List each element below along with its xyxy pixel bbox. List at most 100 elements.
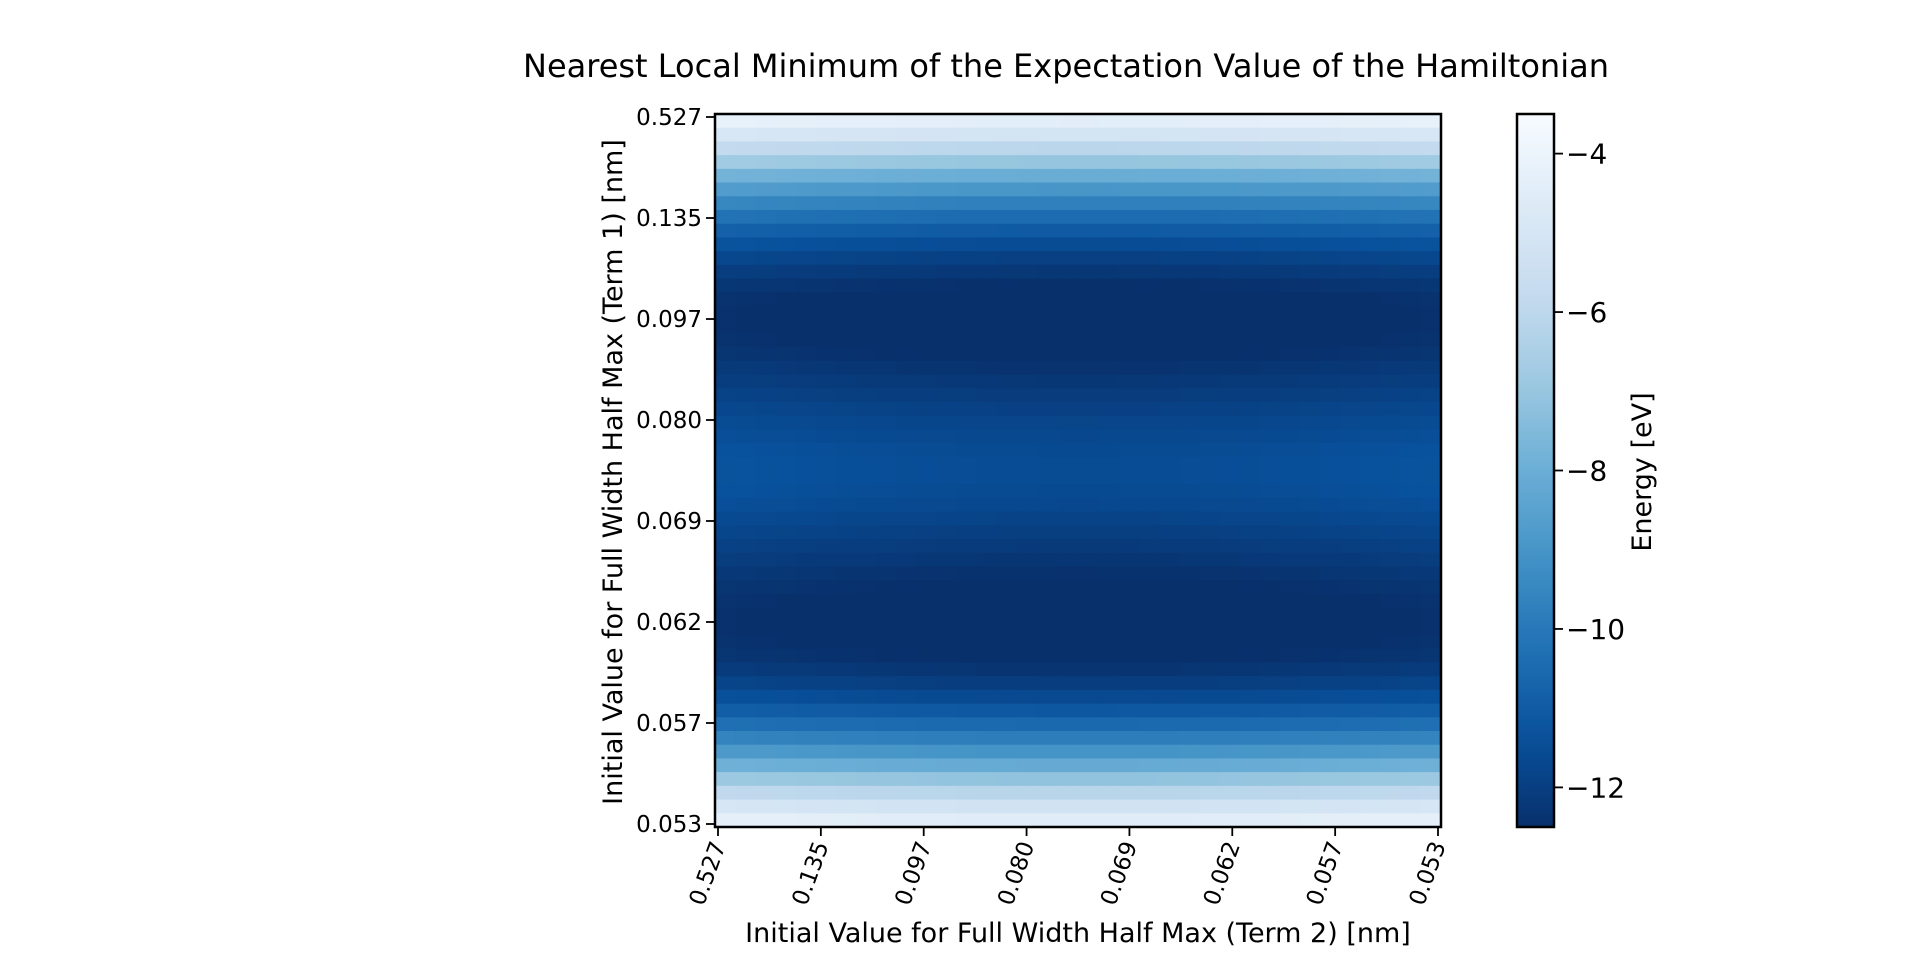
heatmap-cell [977, 525, 998, 540]
heatmap-cell [1259, 347, 1281, 362]
heatmap-cell [1078, 785, 1099, 801]
heatmap-cell [1098, 155, 1119, 170]
heatmap-cell [1259, 525, 1281, 540]
heatmap-cell [1320, 223, 1341, 238]
heatmap-cell [1098, 580, 1119, 595]
heatmap-cell [1299, 388, 1321, 403]
heatmap-cell [1078, 251, 1099, 266]
heatmap-cell [815, 209, 837, 225]
heatmap-cell [936, 580, 958, 595]
heatmap-cell [1239, 497, 1261, 513]
heatmap-cell [1178, 539, 1200, 554]
heatmap-cell [936, 264, 958, 280]
heatmap-cell [715, 648, 736, 664]
heatmap-cell [1239, 443, 1261, 458]
heatmap-cell [755, 799, 777, 814]
heatmap-cell [1420, 744, 1442, 760]
heatmap-cell [1259, 401, 1281, 417]
heatmap-cell [1078, 264, 1099, 280]
heatmap-cell [1199, 813, 1220, 828]
heatmap-cell [997, 731, 1019, 746]
heatmap-cell [1340, 374, 1361, 389]
heatmap-cell [815, 388, 837, 403]
heatmap-cell [1380, 319, 1402, 334]
heatmap-cell [1158, 347, 1180, 362]
heatmap-cell [1380, 676, 1402, 691]
heatmap-cell [876, 292, 898, 307]
heatmap-cell [795, 237, 817, 252]
heatmap-cell [775, 689, 797, 705]
heatmap-cell [1178, 237, 1200, 252]
heatmap-cell [1299, 292, 1321, 307]
heatmap-cell [1400, 731, 1422, 746]
heatmap-cell [896, 484, 918, 499]
heatmap-cell [876, 744, 898, 760]
heatmap-cell [1400, 127, 1422, 143]
heatmap-cell [1138, 566, 1160, 581]
heatmap-cell [1420, 703, 1442, 718]
heatmap-cell [1118, 635, 1140, 650]
heatmap-cell [856, 401, 877, 417]
heatmap-cell [795, 635, 817, 650]
heatmap-cell [876, 580, 898, 595]
heatmap-cell [735, 360, 756, 376]
heatmap-cell [856, 141, 877, 156]
colorbar-tick-label: −6 [1566, 296, 1607, 329]
heatmap-cell [815, 401, 837, 417]
heatmap-cell [836, 443, 857, 458]
heatmap-cell [957, 662, 978, 677]
heatmap-cell [1259, 251, 1281, 266]
heatmap-cell [1239, 758, 1261, 773]
heatmap-cell [896, 237, 918, 252]
heatmap-cell [1360, 731, 1382, 746]
heatmap-cell [836, 155, 857, 170]
heatmap-cell [755, 401, 777, 417]
heatmap-cell [1118, 141, 1140, 156]
heatmap-cell [1219, 758, 1240, 773]
heatmap-cell [1320, 196, 1341, 211]
heatmap-cell [1320, 744, 1341, 760]
heatmap-cell [1340, 703, 1361, 718]
heatmap-cell [715, 209, 736, 225]
heatmap-cell [1057, 388, 1079, 403]
heatmap-cell [1037, 333, 1059, 348]
heatmap-cell [957, 689, 978, 705]
heatmap-cell [795, 566, 817, 581]
heatmap-cell [916, 127, 938, 143]
heatmap-cell [997, 127, 1019, 143]
heatmap-cell [997, 251, 1019, 266]
heatmap-cell [1279, 155, 1301, 170]
heatmap-cell [1259, 648, 1281, 664]
heatmap-cell [1078, 114, 1099, 129]
heatmap-cell [936, 731, 958, 746]
heatmap-cell [715, 511, 736, 526]
heatmap-cell [775, 209, 797, 225]
heatmap-cell [1037, 209, 1059, 225]
heatmap-cell [795, 278, 817, 293]
heatmap-cell [1219, 333, 1240, 348]
heatmap-cell [1400, 621, 1422, 636]
heatmap-cell [715, 429, 736, 444]
heatmap-cell [1279, 758, 1301, 773]
heatmap-cell [856, 717, 877, 732]
heatmap-cell [755, 237, 777, 252]
heatmap-cell [1118, 237, 1140, 252]
heatmap-cell [896, 429, 918, 444]
heatmap-cell [755, 731, 777, 746]
heatmap-cell [1320, 401, 1341, 417]
heatmap-cell [916, 292, 938, 307]
heatmap-cell [1017, 114, 1039, 129]
heatmap-cell [896, 525, 918, 540]
heatmap-cell [1320, 292, 1341, 307]
heatmap-cell [997, 785, 1019, 801]
heatmap-cell [775, 127, 797, 143]
heatmap-cell [815, 415, 837, 430]
heatmap-cell [1360, 744, 1382, 760]
heatmap-cell [1078, 415, 1099, 430]
heatmap-cell [836, 127, 857, 143]
heatmap-cell [775, 347, 797, 362]
heatmap-cell [1178, 717, 1200, 732]
heatmap-cell [836, 456, 857, 472]
heatmap-cell [836, 566, 857, 581]
heatmap-cell [936, 785, 958, 801]
